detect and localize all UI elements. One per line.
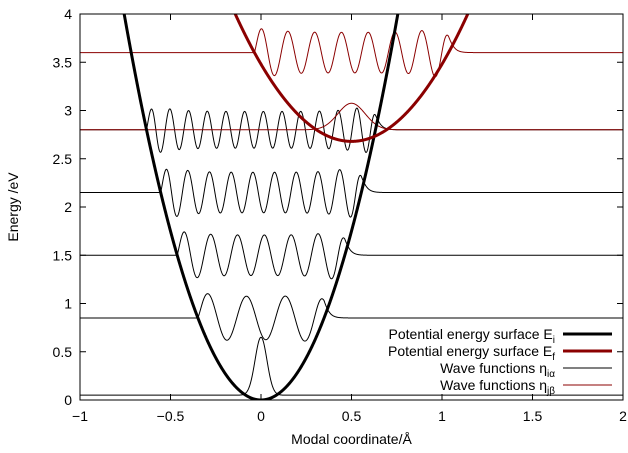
y-tick-label: 1.5 bbox=[53, 247, 73, 263]
legend-label-subscript: jβ bbox=[546, 386, 555, 397]
wavefunction-line bbox=[80, 28, 623, 78]
x-tick-label: 0 bbox=[257, 408, 265, 424]
y-tick-label: 1 bbox=[64, 296, 72, 312]
legend-label-subscript: iα bbox=[547, 369, 555, 380]
y-tick-label: 0 bbox=[64, 392, 72, 408]
legend-label-text: Wave functions η bbox=[440, 377, 547, 393]
wavefunction-line bbox=[80, 231, 623, 280]
potential-surface-line bbox=[122, 14, 400, 400]
legend-label-subscript: f bbox=[552, 352, 555, 363]
wavefunction-line bbox=[80, 293, 623, 342]
x-tick-label: 2 bbox=[619, 408, 627, 424]
legend-label: Wave functions ηiα bbox=[440, 360, 555, 380]
axis-ticks: −1 −0.5 0 0.5 1 1.5 2 0 0.5 1 1.5 2 2.5 3 3.5 4 bbox=[53, 6, 628, 424]
legend-label-subscript: i bbox=[553, 335, 555, 346]
legend-label: Wave functions ηjβ bbox=[440, 377, 555, 397]
wavefunction-line bbox=[80, 102, 623, 131]
y-tick-label: 2.5 bbox=[53, 151, 73, 167]
legend-label-text: Potential energy surface E bbox=[388, 343, 552, 359]
legend-label-text: Wave functions η bbox=[440, 360, 547, 376]
x-tick-label: 1 bbox=[438, 408, 446, 424]
legend-label-text: Potential energy surface E bbox=[389, 326, 553, 342]
x-tick-label: 0.5 bbox=[342, 408, 362, 424]
y-tick-label: 4 bbox=[64, 6, 72, 22]
potential-surface-line bbox=[233, 14, 470, 143]
x-tick-label: −1 bbox=[72, 408, 88, 424]
plot-area bbox=[80, 14, 623, 400]
x-tick-label: 1.5 bbox=[523, 408, 543, 424]
wavefunction-line bbox=[80, 168, 623, 218]
legend-label: Potential energy surface Ei bbox=[389, 326, 555, 346]
x-tick-label: −0.5 bbox=[157, 408, 185, 424]
y-tick-label: 0.5 bbox=[53, 344, 73, 360]
legend-label: Potential energy surface Ef bbox=[388, 343, 555, 363]
y-tick-label: 2 bbox=[64, 199, 72, 215]
y-axis-label: Energy /eV bbox=[5, 172, 21, 242]
y-tick-label: 3.5 bbox=[53, 54, 73, 70]
x-axis-label: Modal coordinate/Å bbox=[291, 431, 412, 447]
y-tick-label: 3 bbox=[64, 103, 72, 119]
